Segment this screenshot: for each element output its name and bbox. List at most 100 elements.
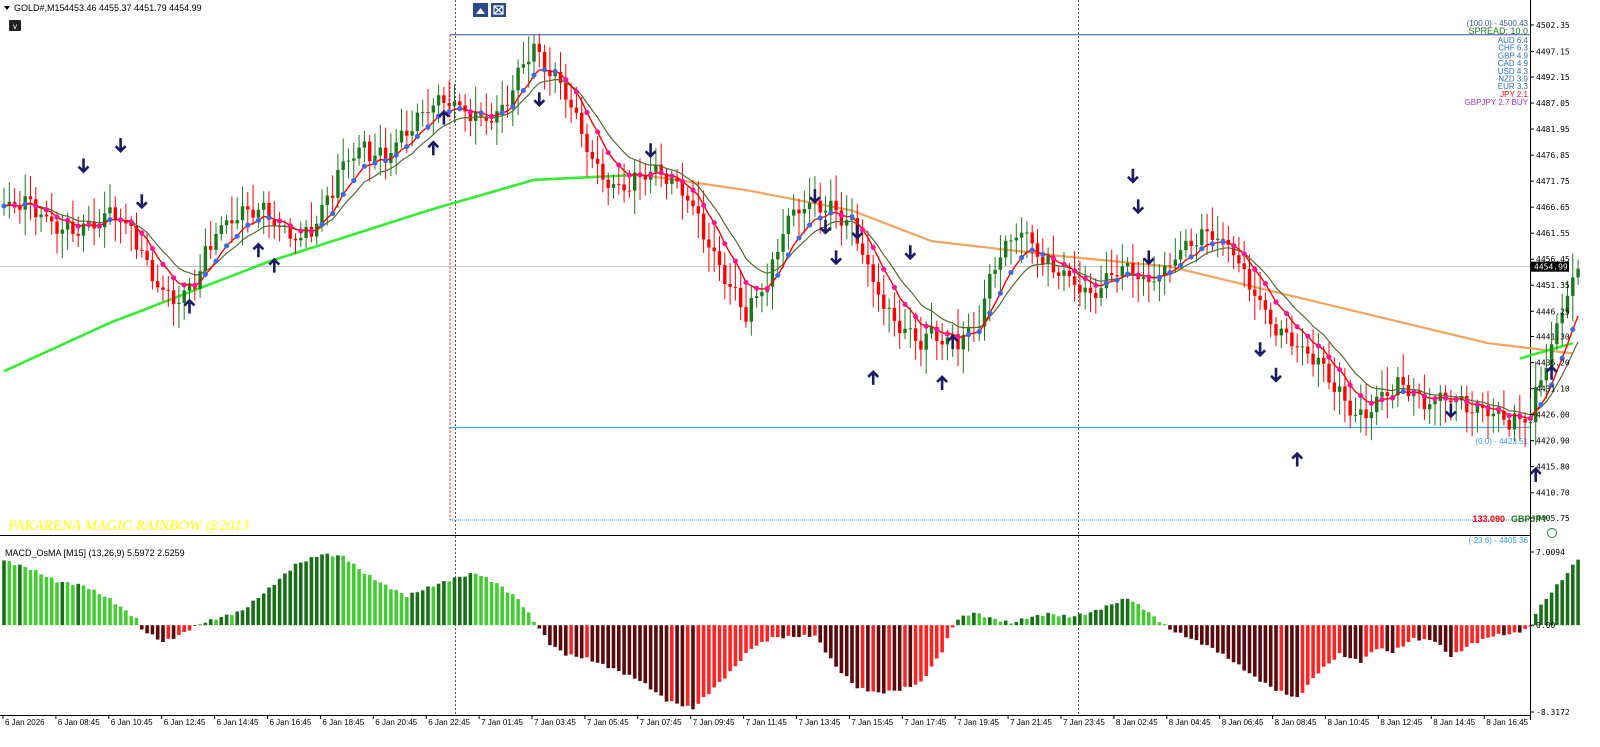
candle-body xyxy=(1258,295,1262,301)
watermark-text: PAKARENA MAGIC RAINBOW @2013 xyxy=(7,518,249,534)
osma-bar xyxy=(1194,625,1199,641)
osma-bar xyxy=(1253,625,1257,677)
candle-body xyxy=(1316,357,1321,365)
toolbox-button[interactable] xyxy=(9,20,21,31)
candle-body xyxy=(1247,269,1252,290)
candle-body xyxy=(124,220,128,224)
x-tick-label: 8 Jan 12:45 xyxy=(1380,718,1422,727)
candle-body xyxy=(71,221,75,234)
x-tick-label: 6 Jan 22:45 xyxy=(428,718,470,727)
trend-dot-down xyxy=(902,301,908,308)
candle-body xyxy=(659,164,663,174)
osma-bar xyxy=(1295,625,1299,698)
osma-bar xyxy=(897,625,902,691)
osma-bar xyxy=(1210,625,1215,648)
candle-body xyxy=(55,221,59,234)
candle-body xyxy=(405,130,409,136)
candle-body xyxy=(1078,284,1082,293)
y-tick-label: 4441.30 xyxy=(1536,333,1570,342)
trend-dot-up xyxy=(1156,274,1162,280)
candle-body xyxy=(1110,273,1114,276)
osma-bar xyxy=(1173,625,1178,633)
candle-body xyxy=(580,112,584,134)
candle-body xyxy=(1311,353,1315,365)
candle-body xyxy=(484,116,488,121)
x-tick-label: 7 Jan 09:45 xyxy=(693,718,735,727)
candle-body xyxy=(1507,419,1511,430)
candle-body xyxy=(431,105,435,113)
osma-bar xyxy=(458,576,462,626)
osma-bar xyxy=(632,625,637,679)
osma-bar xyxy=(1348,625,1352,659)
candle-body xyxy=(1290,332,1294,347)
x-tick-label: 6 Jan 16:45 xyxy=(270,718,312,727)
arrow-down-icon xyxy=(644,143,657,159)
trend-dot-up xyxy=(1199,246,1205,252)
y-tick-label: 4426.00 xyxy=(1536,411,1570,420)
candle-body xyxy=(235,220,239,224)
osma-bar xyxy=(256,597,261,626)
candle-body xyxy=(251,209,255,218)
osma-bar xyxy=(1565,573,1570,626)
candle-body xyxy=(362,141,367,148)
osma-bar xyxy=(1279,625,1284,691)
trend-dot-down xyxy=(160,261,166,267)
osma-bar xyxy=(304,561,308,626)
candle-body xyxy=(378,147,382,156)
osma-bar xyxy=(765,625,769,642)
candle-body xyxy=(1512,413,1517,430)
trend-dot-up xyxy=(404,143,410,150)
osma-bar xyxy=(124,610,128,626)
osma-bar xyxy=(988,617,992,626)
trend-dot-up xyxy=(425,124,431,130)
trend-dot-down xyxy=(1496,406,1502,412)
osma-bar xyxy=(65,582,70,626)
candle-body xyxy=(1491,413,1495,417)
trend-dot-down xyxy=(1135,272,1141,278)
osma-bar xyxy=(919,625,923,682)
trend-dot-down xyxy=(891,284,898,290)
fib-toolbar[interactable] xyxy=(473,3,506,17)
trend-dot-down xyxy=(1474,401,1480,407)
osma-bar xyxy=(246,607,250,626)
osma-bar xyxy=(855,625,860,689)
triangle-down-icon[interactable] xyxy=(4,6,10,10)
osma-bar xyxy=(707,625,711,695)
osma-bar xyxy=(155,625,160,640)
trend-dot-down xyxy=(913,314,919,320)
candle-body xyxy=(1322,357,1326,364)
osma-bar xyxy=(1390,625,1395,654)
osma-bar xyxy=(1215,625,1220,653)
candle-body xyxy=(1279,328,1283,336)
x-tick-label: 6 Jan 18:45 xyxy=(322,718,364,727)
candle-body xyxy=(209,246,213,250)
trend-dot-up xyxy=(1167,270,1173,276)
trend-dot-down xyxy=(54,214,60,220)
osma-bar xyxy=(887,625,891,691)
osma-bar xyxy=(892,625,897,691)
candle-body xyxy=(1359,409,1363,415)
candle-body xyxy=(1565,295,1570,313)
osma-bar xyxy=(590,625,595,662)
candle-body xyxy=(739,287,743,308)
candle-body xyxy=(924,333,928,350)
osma-bar xyxy=(76,583,80,626)
osma-bar xyxy=(691,625,695,710)
candle-body xyxy=(1189,240,1193,247)
y-tick-label: 4451.35 xyxy=(1536,281,1570,290)
osma-bar xyxy=(1035,614,1040,626)
candle-body xyxy=(908,328,912,330)
candle-body xyxy=(1481,404,1485,408)
candle-body xyxy=(988,273,992,299)
candle-body xyxy=(346,160,351,162)
osma-bar xyxy=(1094,609,1098,626)
osma-bar xyxy=(1274,625,1278,691)
candle-body xyxy=(373,155,377,162)
candle-body xyxy=(44,214,49,217)
candle-body xyxy=(341,161,345,170)
trend-dot-down xyxy=(1485,404,1491,411)
trend-dot-down xyxy=(171,275,177,281)
osma-bar xyxy=(55,582,59,626)
candle-body xyxy=(1496,410,1501,414)
